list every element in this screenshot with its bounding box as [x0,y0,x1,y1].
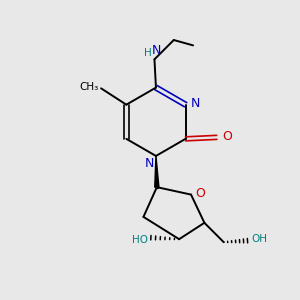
Text: CH₃: CH₃ [80,82,99,92]
Text: O: O [222,130,232,143]
Polygon shape [155,156,159,187]
Text: HO: HO [132,235,148,245]
Text: N: N [191,97,200,110]
Text: H: H [144,48,152,58]
Text: N: N [152,44,161,57]
Text: N: N [145,157,154,170]
Text: O: O [196,188,205,200]
Text: OH: OH [251,235,267,244]
